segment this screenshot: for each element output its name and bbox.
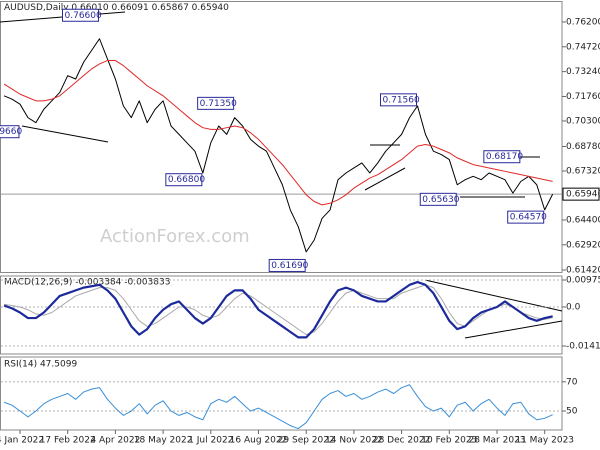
- y-tick-label: -0.014107: [566, 341, 600, 351]
- price-annotation: 0.68170: [486, 152, 523, 162]
- price-annotation-box: [419, 192, 457, 206]
- macd-header: MACD(12,26,9) -0.003384 -0.003833: [4, 278, 170, 288]
- last-price-box: [562, 187, 600, 201]
- price-annotation: 0.65630: [422, 195, 459, 205]
- trend-line: [464, 320, 563, 339]
- price-annotation: 0.71560: [383, 95, 420, 105]
- price-annotation-box: [0, 125, 20, 139]
- trend-line: [424, 279, 563, 312]
- y-tick-label: 0.74720: [566, 42, 600, 52]
- x-tick-label: 4 Apr 2022: [90, 436, 140, 446]
- y-tick-label: 0.68780: [566, 142, 600, 152]
- series-line: [3, 384, 553, 430]
- x-tick-label: 10 Feb 2023: [421, 436, 477, 446]
- x-tick-label: 16 Aug 2022: [230, 436, 288, 446]
- y-tick-label: 0.73240: [566, 67, 600, 77]
- price-annotation: 0.66800: [168, 175, 205, 185]
- x-tick-label: 4 Jan 2022: [0, 436, 44, 446]
- y-tick-label: 0.009751: [566, 276, 600, 286]
- series-line: [3, 60, 553, 206]
- x-tick-label: 28 Dec 2022: [373, 436, 431, 446]
- price-annotation-box: [380, 93, 417, 107]
- x-tick-label: 29 Sep 2022: [278, 436, 335, 446]
- trend-line: [364, 167, 406, 191]
- trend-line: [21, 125, 109, 143]
- ohlc: 0.66010 0.66091 0.65867 0.65940: [71, 3, 229, 13]
- y-tick-label: 0.76200: [566, 17, 600, 27]
- y-tick-label: 0.64400: [566, 215, 600, 225]
- price-annotation-box: [268, 258, 306, 272]
- y-tick-label: 0.70300: [566, 116, 600, 126]
- series-line: [3, 38, 554, 253]
- y-tick-label: 0.61420: [566, 265, 600, 275]
- price-header: AUDUSD,Daily 0.66010 0.66091 0.65867 0.6…: [4, 3, 229, 13]
- price-annotation-box: [507, 210, 545, 224]
- x-tick-label: 28 Mar 2023: [468, 436, 525, 446]
- y-tick-label: 0.67320: [566, 166, 600, 176]
- y-tick-label: 0.71760: [566, 92, 600, 102]
- price-annotation: 0.71350: [200, 99, 237, 109]
- x-tick-label: 11 May 2023: [515, 436, 574, 446]
- series-line: [3, 280, 553, 339]
- watermark: ActionForex.com: [100, 226, 250, 247]
- last-price-label: 0.65940: [566, 190, 600, 200]
- price-annotation: 0.76600: [65, 11, 102, 21]
- price-annotation-box: [165, 173, 203, 187]
- y-tick-label: 0.62920: [566, 240, 600, 250]
- symbol: AUDUSD,Daily: [4, 3, 69, 13]
- x-tick-label: 18 May 2022: [134, 436, 193, 446]
- y-tick-label: 70: [566, 377, 578, 387]
- y-tick-label: 50: [566, 407, 578, 417]
- price-annotation-box: [197, 96, 235, 110]
- y-tick-label: 0.0: [566, 302, 581, 312]
- series-line: [4, 284, 553, 336]
- price-annotation: 0.64570: [510, 213, 547, 223]
- macd-panel: [0, 275, 563, 355]
- price-annotation-box: [62, 8, 99, 22]
- x-tick-label: 14 Nov 2022: [325, 436, 383, 446]
- price-annotation-box: [483, 150, 521, 164]
- price-annotation: 0.69660: [0, 127, 22, 137]
- price-annotation: 0.61690: [271, 261, 308, 271]
- x-tick-label: 17 Feb 2022: [40, 436, 96, 446]
- rsi-panel: [0, 356, 563, 431]
- rsi-header: RSI(14) 47.5099: [4, 360, 77, 370]
- x-tick-label: 1 Jul 2022: [188, 436, 233, 446]
